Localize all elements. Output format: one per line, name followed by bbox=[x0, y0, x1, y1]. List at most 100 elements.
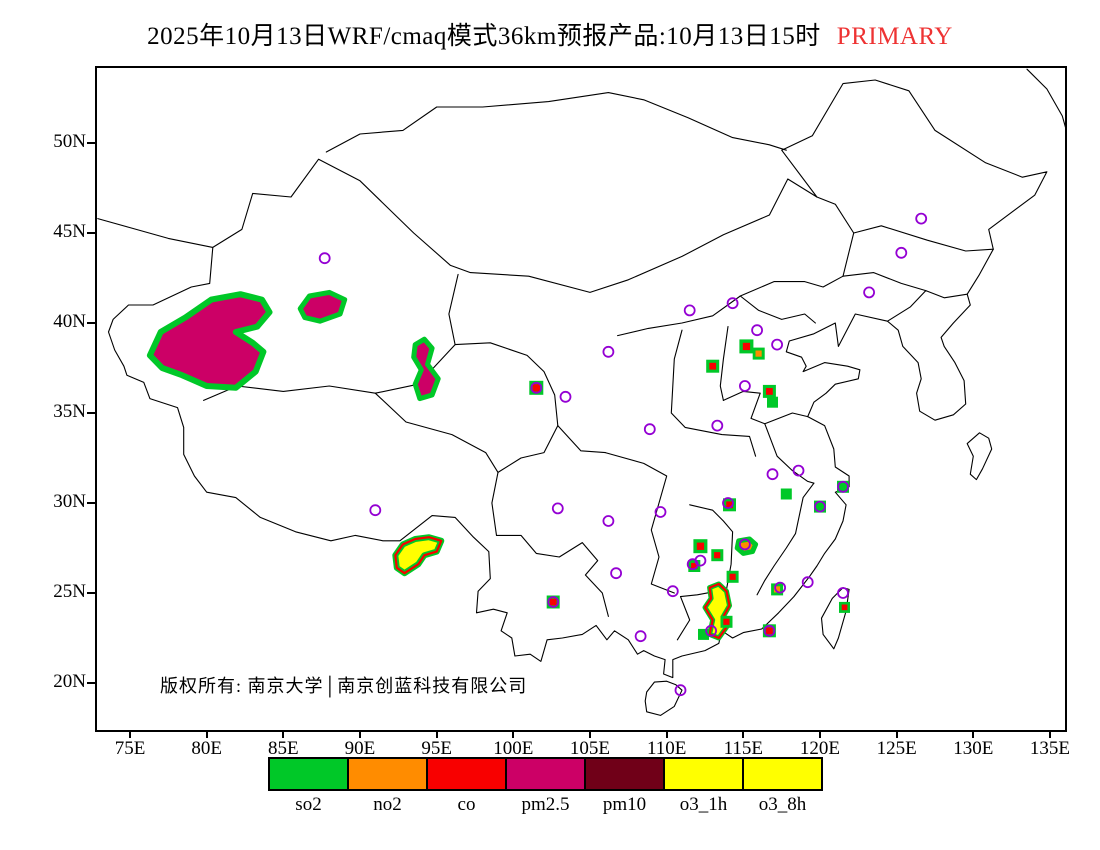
legend-label-o3_1h: o3_1h bbox=[679, 794, 728, 815]
boundary-mongolia-russia bbox=[325, 92, 787, 153]
city-marker bbox=[318, 252, 331, 265]
city-marker bbox=[711, 419, 724, 432]
boundary-prov-qinghai-sichuan bbox=[497, 425, 559, 473]
legend-swatch-co bbox=[426, 757, 507, 791]
map-frame: 版权所有: 南京大学│南京创蓝科技有限公司 bbox=[95, 66, 1067, 732]
city-marker bbox=[530, 381, 543, 394]
city-marker bbox=[751, 324, 763, 337]
boundary-prov-hunan-borders bbox=[679, 504, 734, 598]
lat-tick-mark bbox=[87, 232, 95, 234]
lat-tick-mark bbox=[87, 502, 95, 504]
city-marker bbox=[686, 558, 699, 571]
city-marker bbox=[666, 585, 679, 598]
pollution-spot-core bbox=[766, 388, 773, 395]
lon-tick-label: 125E bbox=[876, 738, 917, 759]
china-map bbox=[97, 68, 1065, 716]
lat-tick-label: 25N bbox=[53, 581, 86, 602]
legend-swatch-pm10 bbox=[584, 757, 665, 791]
pollution-region-jiangxi-no2 bbox=[734, 536, 759, 556]
pollution-spot-core bbox=[726, 501, 733, 509]
city-marker bbox=[559, 390, 572, 403]
city-marker bbox=[814, 500, 826, 513]
lat-tick-label: 50N bbox=[53, 131, 86, 152]
pollution-region-tibet-o3-core bbox=[394, 536, 443, 575]
legend-swatch-o3_8h bbox=[742, 757, 823, 791]
city-marker bbox=[654, 506, 667, 518]
legend-label-pm10: pm10 bbox=[602, 794, 647, 815]
boundary-prov-shaanxi-henan bbox=[670, 329, 757, 457]
boundary-prov-sichuan-east bbox=[604, 452, 675, 594]
city-marker bbox=[863, 286, 875, 299]
legend: so2 no2 co pm2.5 pm10 o3_1h o3_8h bbox=[268, 757, 823, 816]
pollution-spot-core bbox=[532, 384, 540, 392]
boundary-prov-hebei-north bbox=[739, 295, 816, 324]
boundary-china-outline bbox=[107, 79, 1048, 679]
legend-label-so2: so2 bbox=[295, 794, 322, 815]
legend-swatch-no2 bbox=[347, 757, 428, 791]
pollution-spot-core bbox=[755, 350, 762, 357]
city-marker bbox=[722, 497, 734, 509]
boundary-prov-xinjiang-east bbox=[448, 273, 459, 346]
pollution-spot-core bbox=[742, 342, 751, 351]
city-marker bbox=[895, 246, 908, 259]
legend-label-pm2.5: pm2.5 bbox=[521, 794, 570, 815]
boundary-prov-hebei-shandong bbox=[722, 390, 766, 425]
pollution-region-guangdong-o3-core bbox=[703, 582, 731, 640]
boundary-kazakh-border bbox=[97, 218, 214, 248]
legend-swatch-o3_1h bbox=[663, 757, 744, 791]
city-marker bbox=[739, 538, 751, 551]
city-marker bbox=[915, 212, 928, 225]
legend-swatch-so2 bbox=[268, 757, 349, 791]
city-marker bbox=[837, 587, 849, 599]
lon-tick-label: 130E bbox=[953, 738, 994, 759]
city-marker bbox=[792, 464, 805, 477]
boundary-taiwan bbox=[820, 587, 850, 650]
lat-tick-mark bbox=[87, 412, 95, 414]
lat-tick-mark bbox=[87, 592, 95, 594]
city-marker bbox=[837, 480, 849, 493]
boundary-prov-shandong-jiangsu bbox=[764, 412, 809, 425]
legend-label-row: so2 no2 co pm2.5 pm10 o3_1h o3_8h bbox=[268, 791, 823, 816]
legend-swatch-pm2.5 bbox=[505, 757, 586, 791]
pollution-spot-core bbox=[549, 598, 557, 606]
pollution-spot bbox=[837, 480, 849, 493]
lon-tick-label: 135E bbox=[1029, 738, 1071, 759]
city-marker bbox=[726, 297, 739, 310]
boundary-prov-jilin-liaoning bbox=[842, 272, 927, 292]
pollution-spot bbox=[767, 396, 778, 408]
city-marker bbox=[771, 338, 783, 351]
pollution-region-tarim-pm25 bbox=[146, 291, 273, 391]
lat-tick-label: 20N bbox=[53, 671, 86, 692]
legend-swatches bbox=[268, 757, 823, 791]
pollution-spot-core bbox=[766, 627, 773, 635]
boundary-prov-gansu-qinghai bbox=[454, 342, 606, 454]
pollution-spot bbox=[780, 488, 792, 500]
boundary-prov-anhui-jiangsu bbox=[764, 423, 815, 484]
city-marker bbox=[602, 345, 615, 358]
pollution-spot-core bbox=[714, 552, 721, 559]
city-marker bbox=[547, 596, 560, 608]
lat-tick-label: 45N bbox=[53, 221, 86, 242]
pollution-spot-core bbox=[709, 362, 717, 370]
city-marker bbox=[551, 502, 564, 515]
boundary-prov-heilongjiang-jilin bbox=[853, 225, 994, 252]
lat-tick-label: 30N bbox=[53, 491, 86, 512]
boundary-prov-tibet-east bbox=[491, 471, 499, 536]
boundary-korea bbox=[886, 293, 971, 421]
legend-label-co: co bbox=[457, 794, 476, 815]
pollution-region-qaidam-pm25 bbox=[411, 336, 441, 402]
pollution-spot-core bbox=[841, 604, 848, 611]
city-marker bbox=[602, 515, 615, 527]
city-marker bbox=[683, 304, 696, 317]
boundary-prov-neimenggu-south bbox=[617, 196, 855, 337]
city-marker bbox=[763, 624, 776, 637]
boundary-prov-shanxi-hebei bbox=[719, 326, 729, 401]
city-marker bbox=[643, 423, 656, 436]
pollution-spot bbox=[698, 628, 709, 640]
pollution-spot-core bbox=[723, 618, 730, 625]
pollution-region-tibet-o3 bbox=[392, 534, 445, 577]
boundary-okhotsk-coast bbox=[1026, 68, 1065, 128]
boundary-prov-guangxi-guangdong bbox=[676, 596, 691, 641]
lat-tick-mark bbox=[87, 142, 95, 144]
title-highlight: PRIMARY bbox=[836, 23, 953, 50]
